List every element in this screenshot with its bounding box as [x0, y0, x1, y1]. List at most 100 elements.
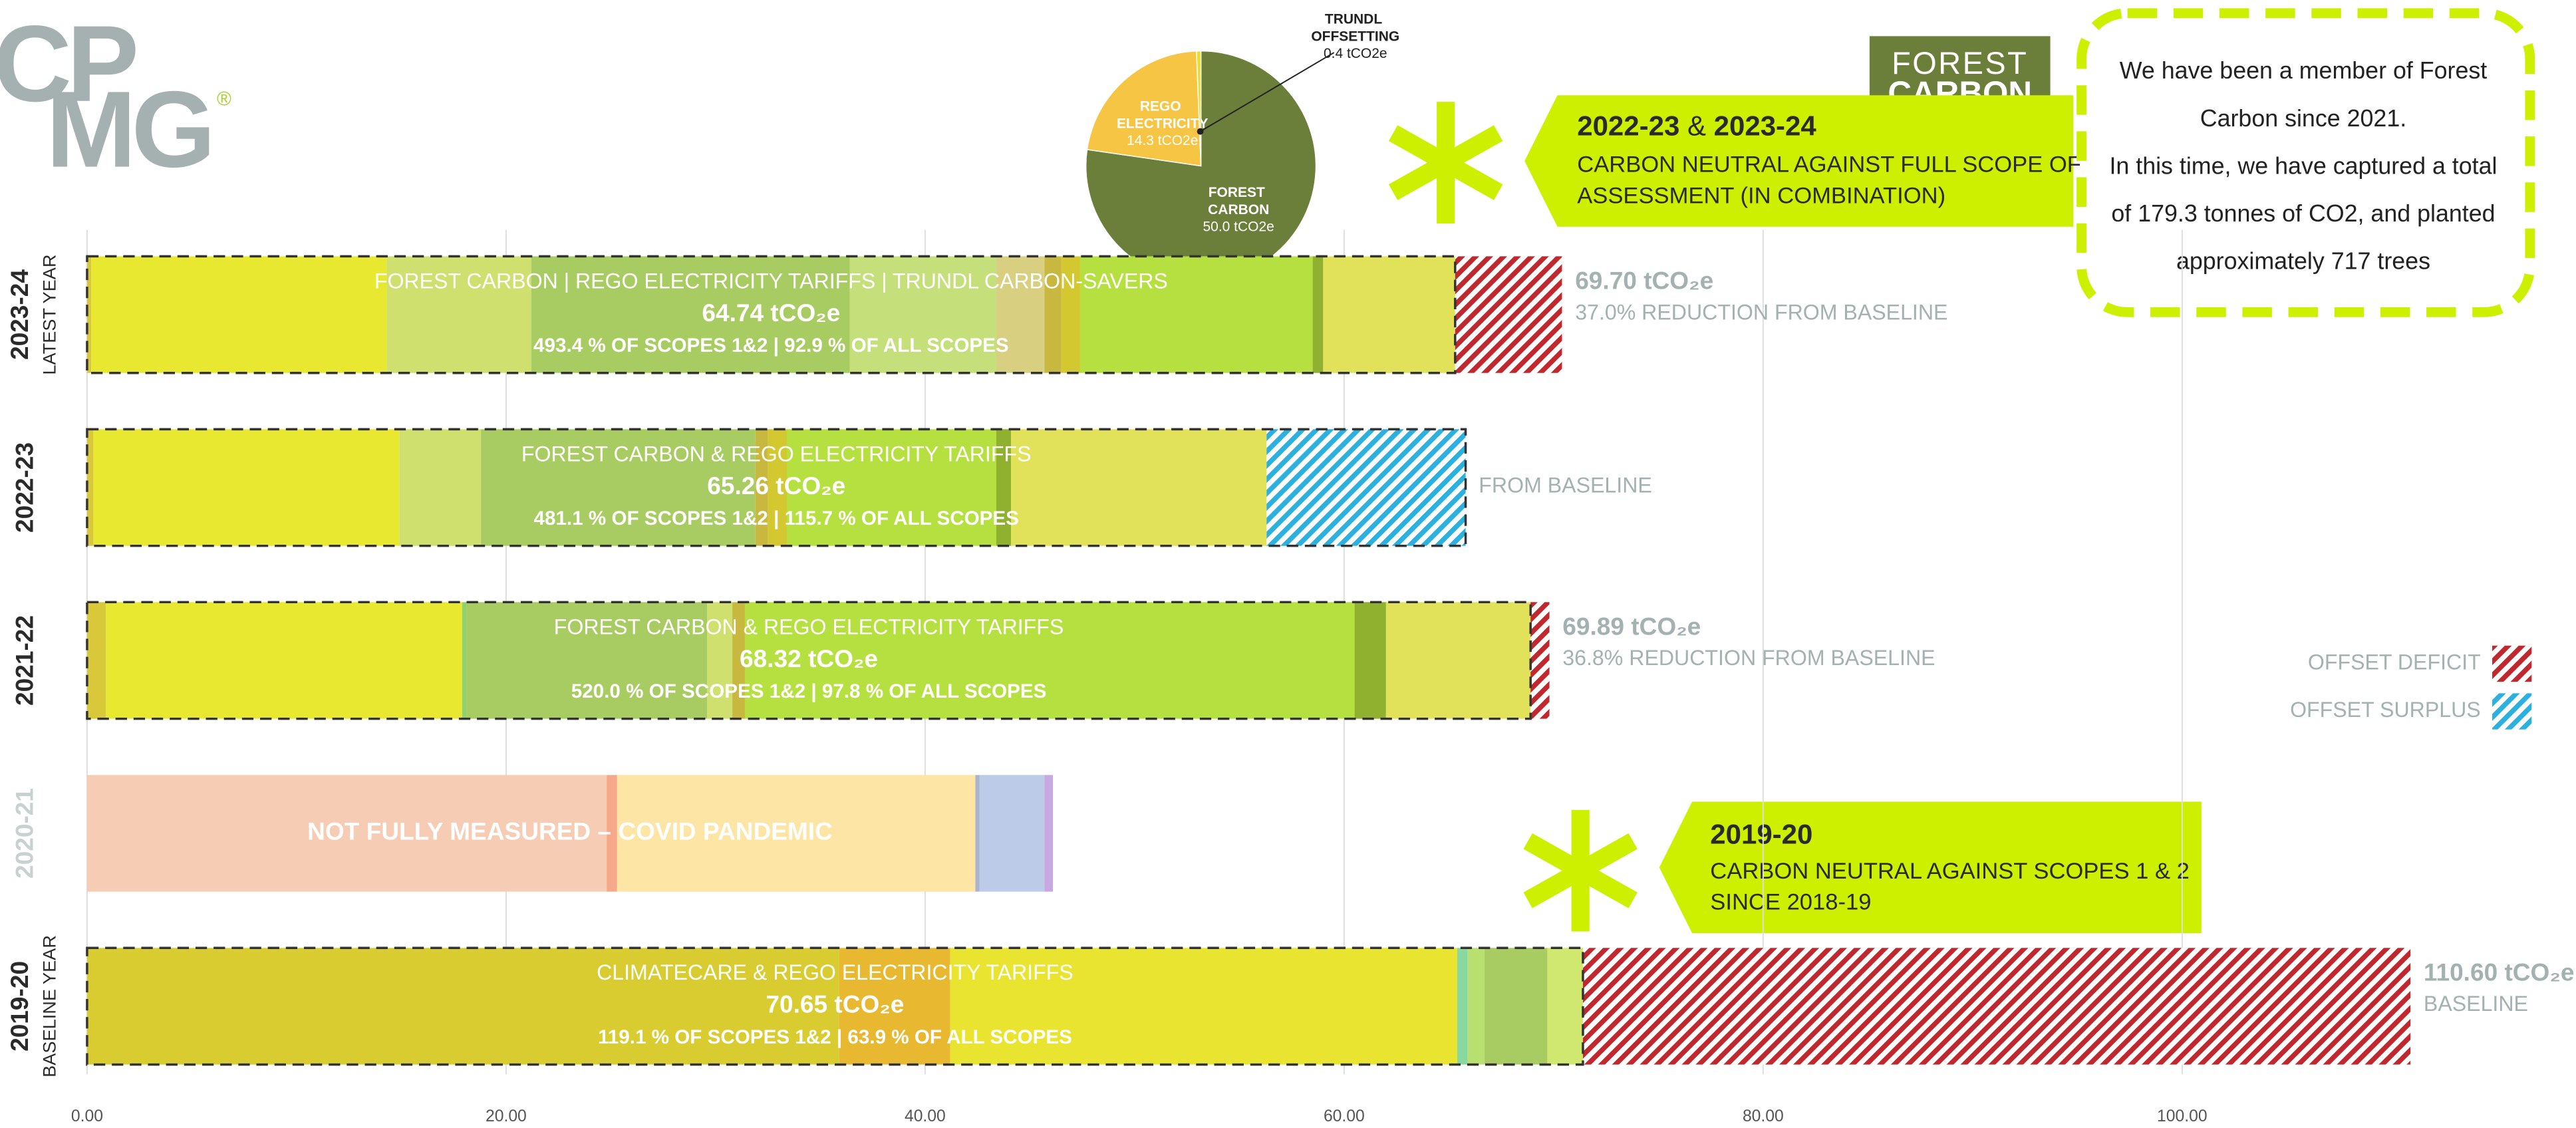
- leader-dot: [1197, 128, 1204, 135]
- callout-shape: [1659, 801, 2202, 934]
- note-detail: 36.8% REDUCTION FROM BASELINE: [1562, 646, 1935, 670]
- bar-segment: [91, 256, 387, 373]
- bar-segment: [1467, 948, 1485, 1065]
- bar-segment: [707, 602, 733, 719]
- bar-segment: [1079, 256, 1313, 373]
- bar-segment: [755, 429, 768, 546]
- note-value: 69.70 tCO₂e: [1575, 267, 1713, 295]
- bar-segment: [531, 256, 850, 373]
- bar-segment: [466, 602, 708, 719]
- y-tick-label: 2021-22: [10, 615, 38, 706]
- pie-label: TRUNDL OFFSETTING: [1311, 11, 1399, 44]
- x-tick-label: 40.00: [905, 1107, 946, 1125]
- x-tick-label: 20.00: [486, 1107, 527, 1125]
- bar-segment: [617, 775, 976, 892]
- bar-segment: [399, 429, 482, 546]
- x-tick-label: 60.00: [1324, 1107, 1365, 1125]
- bar-text: 68.32 tCO₂e: [740, 644, 878, 672]
- bar-segment: [1044, 775, 1054, 892]
- bar-segment: [93, 429, 400, 546]
- bar-segment: [768, 429, 787, 546]
- legend-swatch: [2492, 645, 2532, 682]
- plot: FOREST CARBON 50.0 tCO2e REGO ELECTRICITY 1…: [5, 11, 2575, 1125]
- info-box: [2076, 8, 2535, 317]
- asterisk: [1523, 809, 1638, 932]
- note-value: 69.89 tCO₂e: [1562, 613, 1701, 640]
- callout-line: CARBON NEUTRAL AGAINST FULL SCOPE OF: [1577, 152, 2081, 178]
- bar-segment: [732, 602, 745, 719]
- callout-title-part: 2022-23: [1577, 110, 1679, 142]
- x-tick-label: 0.00: [71, 1107, 103, 1125]
- bar-segment: [462, 602, 467, 719]
- bar-segment: [86, 775, 607, 892]
- bar-segment: [996, 429, 1012, 546]
- offset-deficit: [1582, 948, 2411, 1065]
- offset-deficit: [1530, 602, 1550, 719]
- legend-label: OFFSET SURPLUS: [2290, 698, 2481, 722]
- bar-outline: [86, 255, 1457, 374]
- note-detail: 37.0% REDUCTION FROM BASELINE: [1575, 300, 1947, 324]
- logo-line: CP: [0, 3, 136, 124]
- x-tick-label: 80.00: [1743, 1107, 1784, 1125]
- offset-surplus: [1266, 429, 1466, 546]
- info-line: approximately 717 trees: [2176, 248, 2430, 275]
- bar-text: FOREST CARBON & REGO ELECTRICITY TARIFFS: [521, 442, 1032, 466]
- asterisk: [1388, 102, 1503, 223]
- pie-label: REGO ELECTRICITY: [1117, 98, 1209, 131]
- bar-segment: [786, 429, 996, 546]
- callout-title-part: 2019-20: [1710, 818, 1812, 849]
- legend-label: OFFSET DEFICIT: [2308, 650, 2481, 674]
- bar-segment: [839, 948, 950, 1065]
- bar-text: 64.74 tCO₂e: [702, 299, 840, 327]
- bar-segment: [1044, 256, 1062, 373]
- bar-segment: [849, 256, 996, 373]
- bar-text: 493.4 % OF SCOPES 1&2 | 92.9 % OF ALL SC…: [533, 335, 1009, 356]
- bar-segment: [1484, 948, 1548, 1065]
- y-tick-note: BASELINE YEAR: [39, 935, 60, 1077]
- info-text: We have been a member of Forest Carbon si…: [2109, 57, 2497, 275]
- info-line: of 179.3 tonnes of CO2, and planted: [2111, 200, 2495, 227]
- bar-segment: [1323, 256, 1455, 373]
- bar-segment: [979, 775, 1045, 892]
- pie-value-label: 50.0 tCO2e: [1203, 219, 1274, 235]
- callout-title-part: &: [1679, 110, 1713, 142]
- bar-segment: [106, 602, 462, 719]
- bar-segment: [1354, 602, 1386, 719]
- bar-segment: [1385, 602, 1531, 719]
- bar-segment: [1547, 948, 1583, 1065]
- bar-text: 119.1 % OF SCOPES 1&2 | 63.9 % OF ALL SC…: [598, 1026, 1072, 1048]
- bar-text: CLIMATECARE & REGO ELECTRICITY TARIFFS: [597, 960, 1073, 984]
- callout-line: ASSESSMENT (IN COMBINATION): [1577, 184, 1945, 209]
- y-tick-label: 2022-23: [10, 442, 38, 533]
- note-detail: FROM BASELINE: [1479, 473, 1652, 497]
- forest-carbon-logo-text: FOREST: [1892, 46, 2028, 80]
- legend-swatch: [2492, 693, 2532, 730]
- pie-slice: [1086, 50, 1202, 167]
- callout-line: SINCE 2018-19: [1710, 890, 1871, 915]
- callout-title: 2019-20: [1710, 818, 1812, 849]
- info-line: Carbon since 2021.: [2200, 105, 2406, 132]
- logo-mark: ®: [217, 88, 231, 110]
- note-detail: BASELINE: [2424, 992, 2528, 1016]
- bar-text: NOT FULLY MEASURED – COVID PANDEMIC: [307, 817, 833, 845]
- callout-shape: [1524, 95, 2074, 227]
- bar-text: FOREST CARBON & REGO ELECTRICITY TARIFFS: [554, 615, 1064, 638]
- bar-segment: [1312, 256, 1324, 373]
- pie-value-label: 14.3 tCO2e: [1127, 133, 1198, 148]
- bar-segment: [86, 948, 839, 1065]
- bar-segment: [1061, 256, 1080, 373]
- callout-title: 2022-23 & 2023-24: [1577, 110, 1816, 142]
- bar-segment: [744, 602, 1355, 719]
- bar-segment: [1011, 429, 1267, 546]
- callout-title-part: 2023-24: [1714, 110, 1817, 142]
- y-tick-note: LATEST YEAR: [39, 254, 60, 374]
- bar-text: 481.1 % OF SCOPES 1&2 | 115.7 % OF ALL S…: [534, 507, 1019, 529]
- y-tick-label: 2023-24: [5, 269, 33, 360]
- bar-segment: [386, 256, 531, 373]
- bar-segment: [1457, 948, 1468, 1065]
- bar-segment: [86, 429, 94, 546]
- y-tick-label: 2019-20: [5, 961, 33, 1052]
- bar-segment: [950, 948, 1457, 1065]
